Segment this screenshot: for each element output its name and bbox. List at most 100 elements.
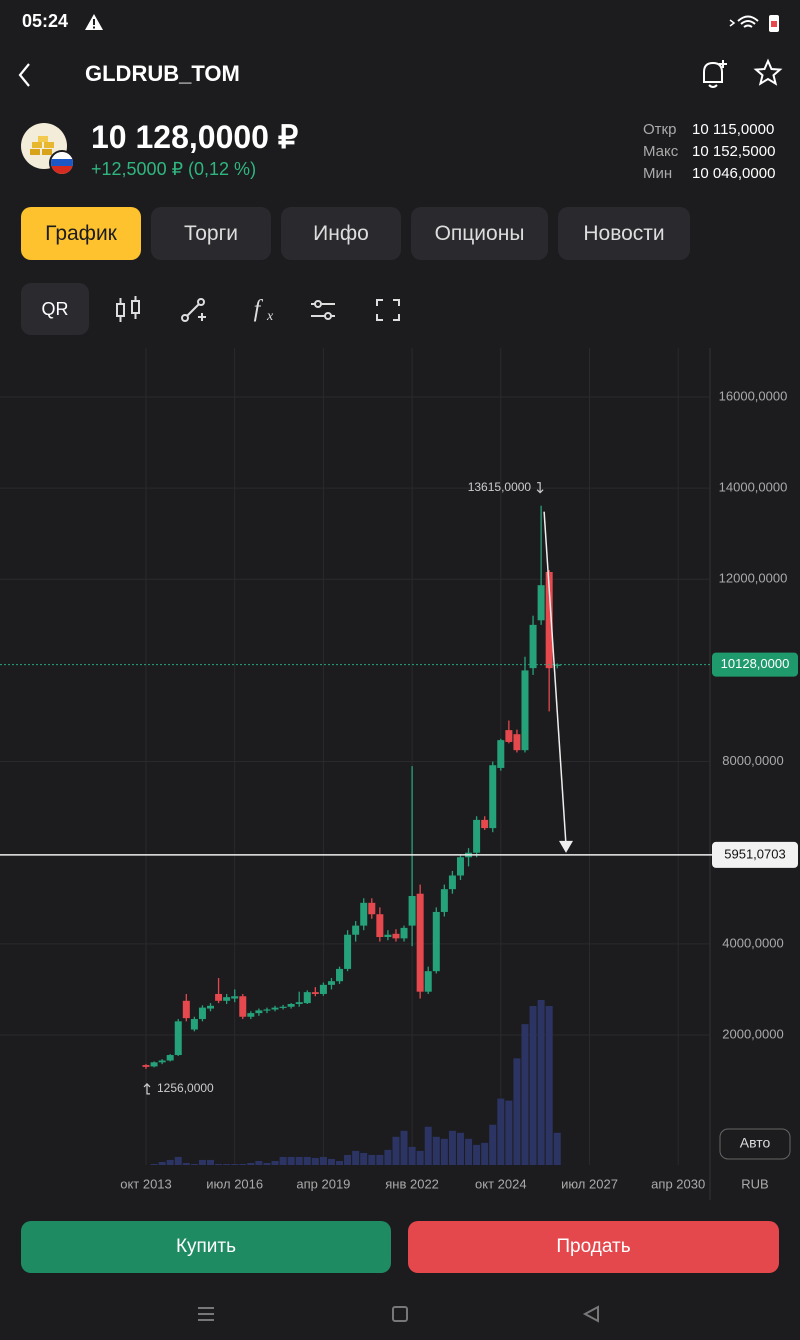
- candle-body: [400, 927, 408, 939]
- settings-button[interactable]: [311, 300, 335, 320]
- volume-bar: [311, 1157, 319, 1165]
- candle-body: [553, 664, 561, 666]
- candle-body: [223, 997, 231, 1001]
- volume-bar: [456, 1132, 464, 1165]
- candle-body: [271, 1007, 279, 1010]
- volume-bar: [287, 1156, 295, 1165]
- last-price-label: 10128,0000: [721, 656, 790, 671]
- volume-bar: [215, 1163, 223, 1165]
- volume-bar: [263, 1162, 271, 1165]
- candle-body: [384, 934, 392, 938]
- x-tick-label: янв 2022: [385, 1176, 439, 1191]
- volume-bar: [182, 1162, 190, 1165]
- sell-button[interactable]: Продать: [408, 1221, 779, 1273]
- stat-row: Откр 10 115,0000: [643, 118, 775, 140]
- y-tick-label: 14000,0000: [719, 480, 788, 495]
- nav-home[interactable]: [392, 1306, 408, 1322]
- candle-body: [311, 992, 319, 994]
- drawing-button[interactable]: [181, 298, 206, 322]
- volume-bar: [319, 1156, 327, 1165]
- y-tick-label: 8000,0000: [722, 753, 783, 768]
- volume-bar: [344, 1154, 352, 1165]
- candle-body: [287, 1003, 295, 1007]
- volume-bar: [537, 1000, 545, 1165]
- volume-bar: [513, 1058, 521, 1165]
- chart-background: [0, 348, 800, 1165]
- tab[interactable]: Торги: [151, 207, 271, 260]
- y-tick-label: 2000,0000: [722, 1026, 783, 1041]
- candle-body: [408, 895, 416, 926]
- volume-bar: [481, 1142, 489, 1165]
- favorite-button[interactable]: [753, 58, 783, 88]
- alert-button[interactable]: [698, 58, 732, 90]
- x-tick-label: окт 2024: [475, 1176, 527, 1191]
- volume-bar: [408, 1146, 416, 1165]
- tab[interactable]: Инфо: [281, 207, 401, 260]
- tab[interactable]: Новости: [558, 207, 690, 260]
- candle-body: [360, 902, 368, 926]
- candle-body: [158, 1060, 166, 1063]
- ticker-title: GLDRUB_TOM: [85, 61, 240, 86]
- level-tag: [712, 841, 798, 868]
- volume-bar: [303, 1156, 311, 1165]
- qr-button[interactable]: QR: [21, 283, 89, 335]
- candle-body: [303, 992, 311, 1004]
- candle-body: [440, 889, 448, 912]
- volume-bar: [553, 1132, 561, 1165]
- candle-body: [142, 1065, 150, 1067]
- candle-body: [416, 893, 424, 992]
- volume-bar: [497, 1098, 505, 1165]
- candle-body: [448, 875, 456, 890]
- candle-body: [239, 996, 247, 1017]
- volume-bar: [174, 1156, 182, 1165]
- back-button[interactable]: [14, 60, 38, 90]
- candle-body: [150, 1062, 158, 1067]
- candle-body: [392, 933, 400, 939]
- tab[interactable]: Опционы: [411, 207, 548, 260]
- candle-body: [432, 911, 440, 972]
- candle-body: [368, 902, 376, 915]
- volume-bar: [231, 1163, 239, 1165]
- volume-bar: [489, 1124, 497, 1165]
- stat-value: 10 152,5000: [692, 142, 776, 160]
- candle-body: [166, 1055, 174, 1061]
- x-tick-label: июл 2016: [206, 1176, 263, 1191]
- price-chart: окт 2013 июл 2016 апр 2019 янв 2022 окт 2024…: [0, 348, 800, 1200]
- indicators-button[interactable]: f: [254, 297, 264, 323]
- auto-button[interactable]: [719, 1128, 791, 1160]
- buy-button[interactable]: Купить: [21, 1221, 391, 1273]
- price-change: +12,5000 ₽ (0,12 %): [91, 159, 257, 179]
- nav-menu[interactable]: [198, 1307, 214, 1321]
- tab[interactable]: График: [21, 207, 141, 260]
- trend-arrow-head: [559, 840, 573, 853]
- indicators-button-sub[interactable]: x: [266, 309, 274, 324]
- currency-label: RUB: [741, 1176, 768, 1191]
- auto-button-label[interactable]: Авто: [740, 1135, 771, 1151]
- candle-type-button[interactable]: [116, 296, 140, 322]
- candle-body: [456, 857, 464, 876]
- candle-body: [344, 934, 352, 969]
- volume-bar: [505, 1100, 513, 1165]
- stat-value: 10 115,0000: [692, 120, 775, 138]
- nav-back[interactable]: [582, 1305, 599, 1323]
- candle-body: [513, 734, 521, 751]
- volume-bar: [432, 1136, 440, 1165]
- volume-bar: [416, 1150, 424, 1165]
- status-time: 05:24: [22, 11, 69, 31]
- volume-bar: [327, 1158, 335, 1165]
- volume-bar: [223, 1163, 231, 1165]
- candle-body: [295, 1002, 303, 1004]
- candle-body: [327, 981, 335, 985]
- volume-bar: [271, 1160, 279, 1165]
- volume-bar: [465, 1138, 473, 1165]
- x-tick-label: июл 2027: [561, 1176, 618, 1191]
- volume-bar: [521, 1024, 529, 1165]
- stat-row: Макс 10 152,5000: [643, 140, 775, 162]
- last-price-tag: [712, 652, 798, 677]
- volume-bar: [473, 1144, 481, 1165]
- chart-toolbar: f x: [116, 296, 400, 324]
- candle-body: [247, 1013, 255, 1017]
- volume-bar: [529, 1006, 537, 1165]
- fullscreen-button[interactable]: [376, 299, 400, 321]
